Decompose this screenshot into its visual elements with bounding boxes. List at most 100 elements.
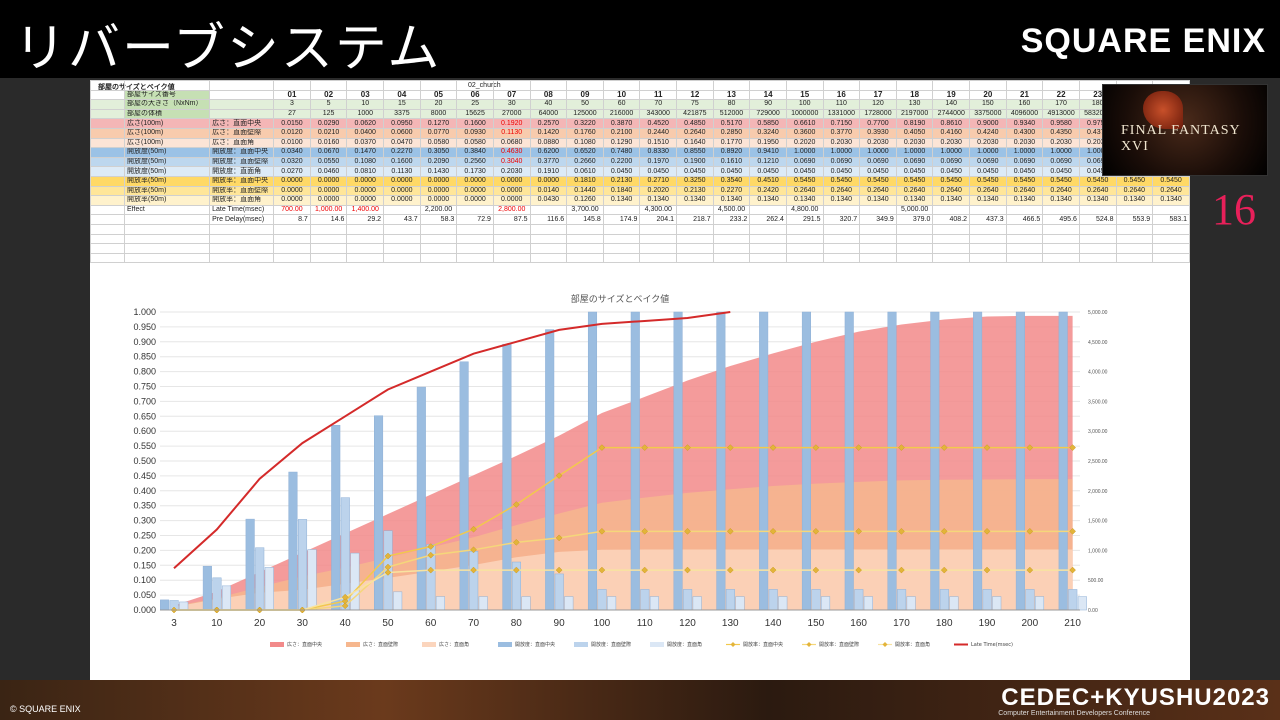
grid-cell [346,252,385,264]
y2-tick-label: 0.00 [1088,608,1098,614]
grid-cell [90,166,126,177]
grid-cell [1115,243,1154,254]
grid-value-cell: 0.0370 [346,137,385,149]
grid-cell [90,108,126,120]
y-tick-label: 0.350 [133,501,156,511]
grid-value-cell: 05 [419,89,458,101]
row-label: 開放度(50m) [124,156,211,168]
grid-value-cell: 233.2 [712,214,751,225]
bar [554,573,564,611]
bar [478,596,488,611]
grid-cell [749,223,787,235]
line-point [726,527,734,535]
grid-value-cell: 0.0690 [895,156,934,168]
grid-value-cell [859,204,897,216]
line-point [1026,527,1034,535]
grid-value-cell: 21 [1005,89,1044,101]
grid-title-row [90,80,1190,91]
grid-value-cell: 1.0000 [969,147,1007,158]
grid-value-cell: 0.4850 [676,118,714,129]
grid-cell [383,243,421,254]
grid-cell [209,223,275,235]
grid-cell [90,204,126,216]
grid-value-cell: 0.0690 [932,156,971,168]
grid-value-cell: 0.1290 [602,137,641,149]
y2-tick-label: 5,000.00 [1088,310,1108,316]
grid-value-cell: 0.0580 [419,137,458,149]
grid-cell [90,80,126,91]
line-series [174,446,1073,611]
grid-value-cell: 0.2640 [1042,185,1080,197]
bar [673,311,683,611]
line-point [812,444,820,451]
grid-cell [529,223,568,235]
grid-value-cell: 1331000 [822,108,861,120]
grid-value-cell: 18 [895,89,934,101]
x-tick-label: 140 [765,618,782,629]
grid-value-cell: 0.1340 [822,195,861,206]
grid-value-cell: 0.0000 [346,185,385,197]
legend-marker [806,642,812,647]
bar [297,519,308,611]
grid-value-cell: 0.1340 [1005,195,1044,206]
grid-value-cell: 0.1130 [383,166,421,177]
grid-cell [639,223,678,235]
grid-value-cell: 0.1760 [566,127,604,139]
bar [887,311,897,611]
y-tick-label: 0.800 [133,367,156,377]
grid-cell [676,233,714,245]
bar [459,361,469,611]
x-tick-label: 160 [850,618,867,629]
grid-value-cell: 0.2030 [1005,137,1044,149]
x-tick-label: 20 [254,618,266,629]
chart: 部屋のサイズとベイク値 0.000 0.050 0.100 0.150 0.200 0.25… [120,290,1130,680]
grid-value-cell [1152,204,1190,216]
grid-value-cell: 0.1340 [1042,195,1080,206]
bar [1068,589,1078,611]
legend-swatch [574,642,588,647]
bar [801,311,811,611]
grid-cell [419,233,458,245]
grid-value-cell: 0.2130 [602,175,641,187]
grid-cell [859,243,897,254]
grid-cell [712,223,751,235]
line-point [726,566,734,574]
row-sublabel: 開放度：直面壁際 [209,156,275,168]
bar [350,552,360,611]
grid-value-cell: 0.2560 [456,156,494,168]
grid-cell [456,233,494,245]
grid-value-cell: 553.9 [1115,214,1154,225]
grid-value-cell: 0.0000 [456,175,494,187]
grid-value-cell: 0.5850 [749,118,787,129]
grid-cell [1042,80,1080,91]
grid-value-cell: 0.0000 [529,175,568,187]
bar [264,567,274,611]
bar [607,596,617,611]
legend-label: 広さ：直面中央 [287,641,322,648]
row-label: 広さ(100m) [124,137,211,149]
slide-header: リバーブシステム SQUARE ENIX [0,0,1280,79]
grid-cell [309,80,348,91]
grid-value-cell: 0.0450 [602,166,641,177]
grid-value-cell: 0.1210 [749,156,787,168]
grid-cell [932,223,971,235]
grid-cell [895,223,934,235]
line-point [641,527,649,535]
grid-value-cell: 0.1340 [602,195,641,206]
grid-cell [1005,80,1044,91]
grid-value-cell: 0.1900 [676,156,714,168]
grid-value-cell: 3375 [383,108,421,120]
grid-value-cell: 0.0120 [273,127,311,139]
row-sublabel: 開放率：直面中央 [209,175,275,187]
row-sublabel: Late Time(msec) [209,204,275,216]
grid-value-cell [822,204,861,216]
grid-cell [969,233,1007,245]
grid-value-cell: 0.2020 [785,137,824,149]
grid-cell [895,243,934,254]
grid-cell [749,243,787,254]
bar [545,329,555,611]
grid-value-cell: 0.0610 [566,166,604,177]
legend-label: 開放度：直面中央 [515,641,555,648]
line-point [427,551,435,559]
grid-value-cell: 0.2020 [639,185,678,197]
